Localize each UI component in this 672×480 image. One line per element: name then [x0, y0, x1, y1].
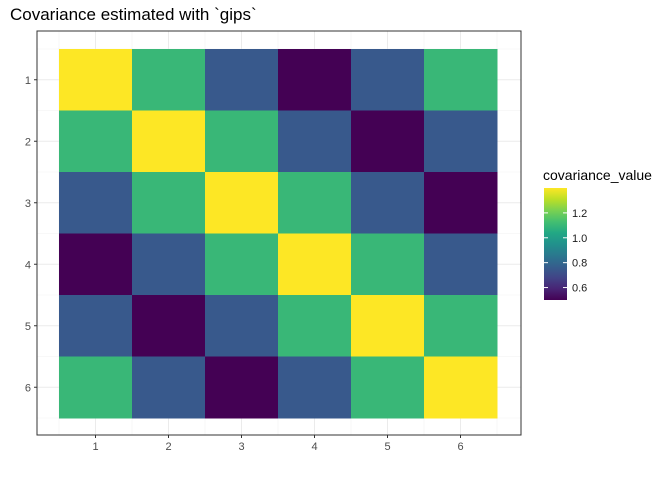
y-tick-label: 5: [25, 321, 31, 333]
heatmap-cell: [205, 172, 279, 234]
heatmap-cell: [424, 356, 498, 419]
heatmap-cell: [424, 172, 498, 234]
heatmap-cell: [59, 110, 133, 173]
heatmap-cell: [205, 295, 279, 357]
heatmap-cell: [205, 49, 279, 111]
heatmap-cell: [205, 233, 279, 296]
color-legend: covariance_value 0.6 0.8 1.0 1.2: [543, 167, 652, 300]
y-axis: 1 2 3 4 5 6: [25, 75, 37, 394]
heatmap-cell: [278, 49, 352, 111]
x-tick-label: 6: [457, 441, 463, 453]
legend-tick-label: 0.6: [572, 283, 587, 295]
heatmap-cell: [132, 295, 206, 357]
heatmap-cell: [424, 233, 498, 296]
heatmap-cell: [424, 110, 498, 173]
x-tick-label: 3: [238, 441, 244, 453]
heatmap-cell: [59, 295, 133, 357]
heatmap-cell: [424, 295, 498, 357]
heatmap-cell: [351, 110, 425, 173]
y-tick-label: 2: [25, 136, 31, 148]
heatmap-cell: [278, 356, 352, 419]
heatmap-cell: [132, 49, 206, 111]
heatmap-cell: [59, 49, 133, 111]
heatmap-cell: [205, 356, 279, 419]
y-tick-label: 6: [25, 382, 31, 394]
heatmap-cell: [424, 49, 498, 111]
heatmap-cell: [351, 356, 425, 419]
heatmap-cell: [278, 172, 352, 234]
legend-tick-label: 0.8: [572, 258, 587, 270]
x-tick-label: 5: [384, 441, 390, 453]
x-tick-label: 1: [92, 441, 98, 453]
chart-title: Covariance estimated with `gips`: [10, 5, 257, 24]
heatmap-cell: [59, 172, 133, 234]
heatmap-cell: [205, 110, 279, 173]
x-tick-label: 4: [311, 441, 317, 453]
legend-title: covariance_value: [543, 167, 652, 183]
heatmap-cell: [278, 233, 352, 296]
y-tick-label: 3: [25, 198, 31, 210]
heatmap-cell: [59, 356, 133, 419]
x-axis: 1 2 3 4 5 6: [92, 435, 464, 453]
y-tick-label: 1: [25, 75, 31, 87]
panel-border: [36, 30, 522, 436]
y-tick-label: 4: [25, 259, 31, 271]
heatmap-cell: [351, 295, 425, 357]
heatmap-cell: [351, 233, 425, 296]
heatmap-cell: [132, 356, 206, 419]
heatmap-cell: [278, 110, 352, 173]
x-tick-label: 2: [165, 441, 171, 453]
heatmap-cells: [59, 49, 498, 419]
heatmap-cell: [132, 233, 206, 296]
legend-tick-label: 1.2: [572, 208, 587, 220]
heatmap-cell: [59, 233, 133, 296]
legend-ticks: 0.6 0.8 1.0 1.2: [544, 208, 587, 295]
legend-tick-label: 1.0: [572, 233, 587, 245]
heatmap-cell: [278, 295, 352, 357]
heatmap-cell: [351, 172, 425, 234]
legend-colorbar: [544, 188, 567, 300]
panel-frame: [36, 30, 522, 436]
heatmap-cell: [132, 110, 206, 173]
heatmap-cell: [132, 172, 206, 234]
heatmap-cell: [351, 49, 425, 111]
